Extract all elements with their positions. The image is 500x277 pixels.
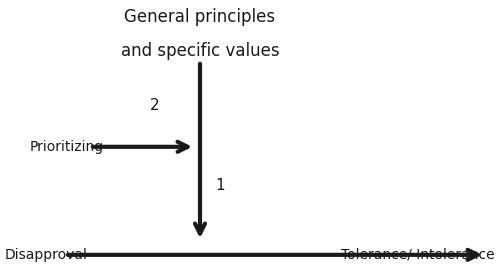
Text: 2: 2 [150,98,160,113]
Text: Prioritizing: Prioritizing [30,140,104,154]
Text: and specific values: and specific values [120,42,280,60]
Text: Disapproval: Disapproval [5,248,88,262]
Text: General principles: General principles [124,8,276,26]
Text: Tolerance/ Intolerance: Tolerance/ Intolerance [342,248,495,262]
Text: 1: 1 [215,178,225,193]
